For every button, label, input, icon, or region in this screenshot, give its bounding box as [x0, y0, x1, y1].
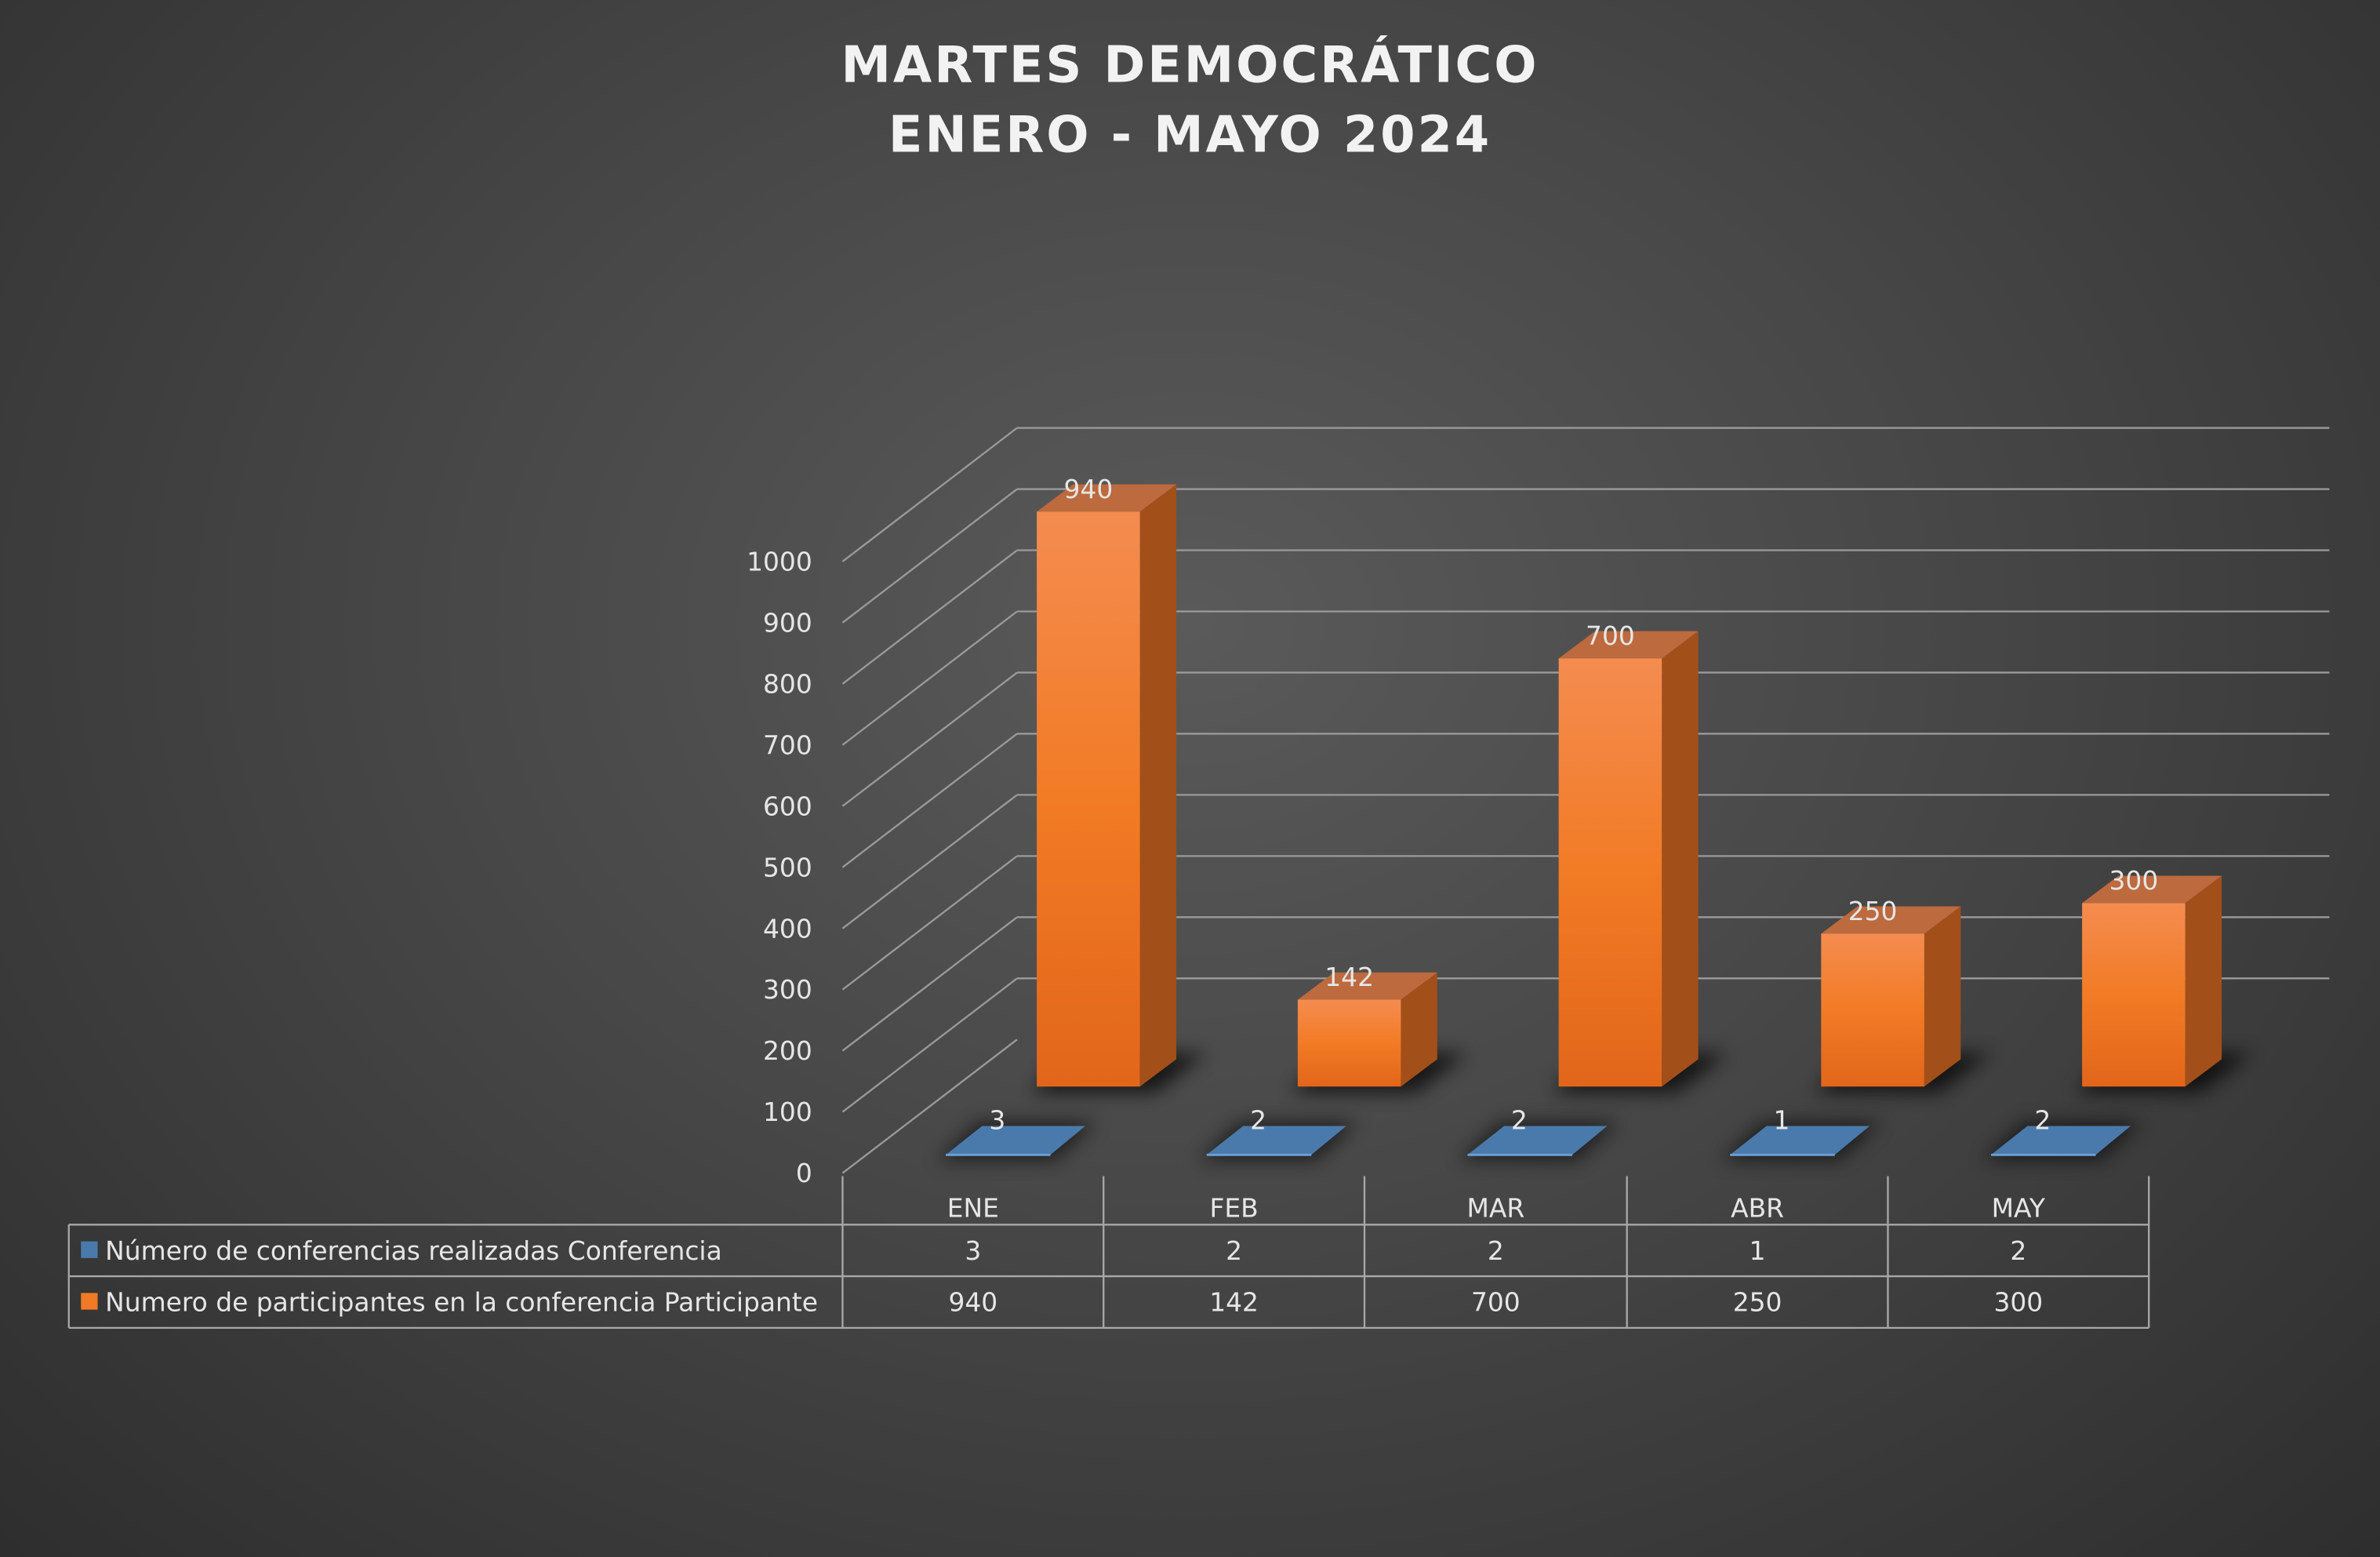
gridline-side — [841, 488, 1018, 624]
table-cell: 142 — [1209, 1287, 1259, 1318]
data-label-conferencias: 2 — [1511, 1104, 1528, 1135]
bar-conferencias-abr — [1730, 1126, 1870, 1155]
y-tick-label: 1000 — [747, 546, 812, 577]
legend-key — [81, 1241, 98, 1258]
bar-side-face — [2185, 875, 2222, 1087]
y-tick-label: 200 — [763, 1035, 812, 1066]
bar-conferencias-ene — [946, 1126, 1086, 1155]
y-tick-label: 900 — [763, 607, 812, 638]
bar-top-face — [1297, 972, 1437, 1000]
y-tick-label: 500 — [763, 852, 812, 882]
category-label: ENE — [947, 1193, 999, 1224]
gridline-side — [841, 427, 1018, 562]
gridline-side — [841, 549, 1018, 685]
gridline-side — [841, 671, 1018, 807]
bar-side-face — [1401, 972, 1437, 1087]
data-label-participantes: 250 — [1848, 896, 1898, 926]
bar-participantes-mar — [1558, 658, 1662, 1087]
legend-label: Numero de participantes en la conferenci… — [105, 1287, 818, 1318]
bar-top-face — [1821, 906, 1961, 934]
bar-top-face — [2082, 875, 2222, 904]
bar-top-face — [1037, 484, 1177, 512]
gridline-side — [841, 977, 1018, 1113]
gridline-side — [841, 794, 1018, 929]
chart-title-line-2: ENERO - MAYO 2024 — [888, 106, 1492, 164]
data-label-participantes: 142 — [1324, 962, 1374, 992]
bar-side-face — [1662, 631, 1699, 1087]
gridline-side — [841, 610, 1018, 746]
table-cell: 250 — [1733, 1287, 1782, 1318]
y-tick-label: 100 — [763, 1097, 812, 1127]
data-label-participantes: 940 — [1064, 474, 1114, 504]
table-cell: 2 — [2010, 1235, 2026, 1266]
bar-conferencias-feb — [1206, 1126, 1346, 1155]
table-cell: 940 — [948, 1287, 997, 1318]
bar-side-face — [1924, 906, 1961, 1087]
bar-participantes-ene — [1037, 511, 1140, 1087]
table-cell: 2 — [1226, 1235, 1242, 1266]
table-cell: 300 — [1993, 1287, 2043, 1318]
category-label: MAR — [1466, 1193, 1524, 1224]
bar-participantes-feb — [1297, 999, 1401, 1087]
bar-participantes-may — [2082, 903, 2186, 1087]
data-label-participantes: 300 — [2109, 865, 2159, 896]
category-label: ABR — [1731, 1193, 1784, 1224]
data-label-conferencias: 1 — [1774, 1104, 1790, 1135]
table-cell: 1 — [1750, 1235, 1766, 1266]
y-tick-label: 400 — [763, 913, 812, 944]
chart-title-line-1: MARTES DEMOCRÁTICO — [841, 35, 1539, 94]
bar-conferencias-mar — [1467, 1126, 1608, 1155]
gridline-side — [841, 916, 1018, 1052]
data-label-conferencias: 3 — [989, 1104, 1005, 1135]
y-tick-label: 600 — [763, 791, 812, 821]
data-label-conferencias: 2 — [1250, 1104, 1266, 1135]
gridline-side — [841, 733, 1018, 868]
gridline-side — [841, 1039, 1018, 1174]
table-cell: 2 — [1488, 1235, 1504, 1266]
legend-key — [81, 1293, 98, 1310]
y-tick-label: 700 — [763, 729, 812, 760]
y-tick-label: 800 — [763, 668, 812, 699]
category-label: FEB — [1209, 1193, 1258, 1224]
table-cell: 700 — [1471, 1287, 1521, 1318]
data-label-participantes: 700 — [1586, 620, 1635, 651]
bar-side-face — [1139, 484, 1177, 1087]
bar-top-face — [1558, 631, 1699, 659]
gridline-side — [841, 855, 1018, 991]
table-cell: 3 — [965, 1235, 981, 1266]
category-label: MAY — [1992, 1193, 2046, 1224]
data-label-conferencias: 2 — [2034, 1104, 2051, 1135]
y-tick-label: 0 — [796, 1158, 812, 1188]
bar-conferencias-may — [1991, 1126, 2131, 1155]
y-tick-label: 300 — [763, 974, 812, 1005]
legend-label: Número de conferencias realizadas Confer… — [105, 1235, 722, 1266]
bar-participantes-abr — [1821, 933, 1924, 1087]
